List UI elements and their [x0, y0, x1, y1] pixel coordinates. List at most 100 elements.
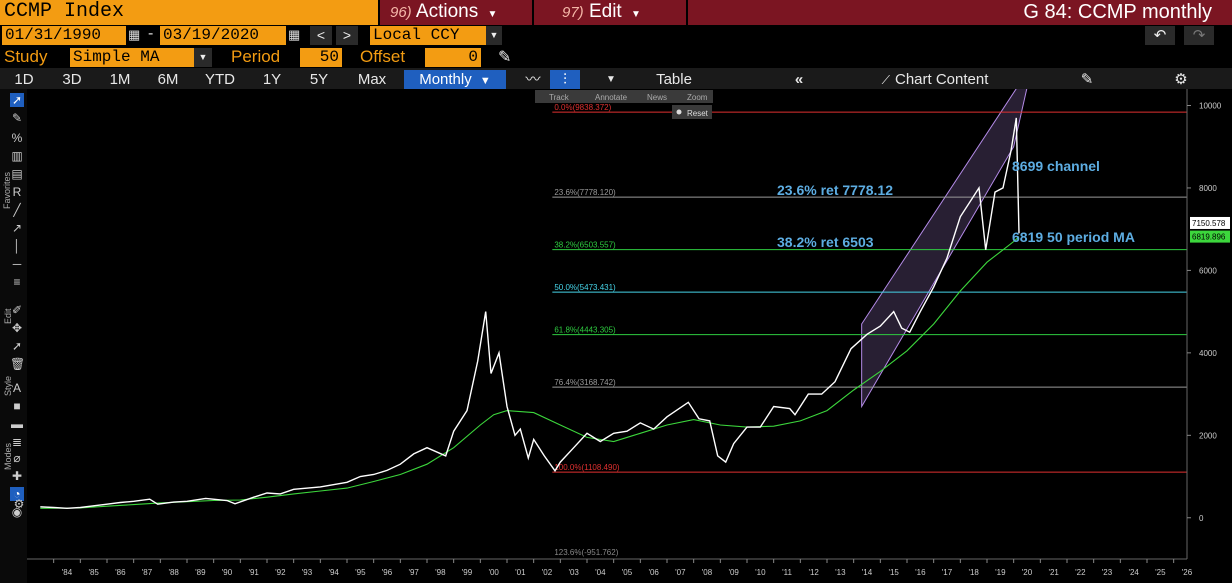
x-tick-label: '25 [1155, 568, 1166, 577]
study-select[interactable]: Simple MA [70, 48, 194, 67]
gear-icon[interactable]: ⚙ [13, 497, 25, 511]
overlay-annotate[interactable]: Annotate [595, 93, 628, 102]
value-tag-label: 7150.578 [1192, 219, 1226, 228]
range-separator: - [148, 25, 154, 42]
x-tick-label: '18 [968, 568, 979, 577]
fib-label: 123.6%(-951.762) [554, 548, 618, 557]
currency-dropdown-icon[interactable]: ▼ [486, 26, 502, 45]
ticker-text: CCMP Index [4, 0, 125, 23]
line-tool-icon[interactable]: ╱ [13, 203, 21, 217]
overlay-track[interactable]: Track [549, 93, 570, 102]
chart-content-icon: ⟋ [881, 73, 890, 87]
tab-6m[interactable]: 6M [157, 71, 179, 88]
calendar-icon[interactable]: ▦ [288, 27, 301, 42]
x-tick-label: '10 [755, 568, 766, 577]
arrow-tool-icon[interactable]: ↗ [11, 221, 23, 235]
chart-content-button[interactable]: ⟋ Chart Content [850, 70, 1020, 89]
tab-1d[interactable]: 1D [14, 71, 34, 88]
delete-icon[interactable]: 🗑 [10, 357, 26, 371]
pen-icon[interactable]: ✎ [498, 49, 512, 66]
price-series-line [40, 117, 1020, 510]
tab-3d[interactable]: 3D [62, 71, 82, 88]
favorites-label: Favorites [2, 171, 12, 209]
x-tick-label: '88 [168, 568, 179, 577]
x-tick-label: '26 [1182, 568, 1193, 577]
edit-chart-icon[interactable]: ✎ [1080, 71, 1094, 88]
study-value: Simple MA [73, 48, 160, 66]
overlay-zoom[interactable]: Zoom [687, 93, 708, 102]
y-tick-label: 10000 [1199, 101, 1222, 110]
x-tick-label: '16 [915, 568, 926, 577]
fib-retracement: 0.0%(9838.372) 23.6%(7778.120) 38.2%(6503.… [552, 103, 1187, 557]
trend-icon[interactable]: ▤ [11, 167, 23, 181]
actions-number: 96) [390, 4, 412, 21]
actions-menu[interactable]: 96) Actions ▼ [380, 0, 532, 25]
retracement-icon[interactable]: R [12, 185, 22, 199]
x-tick-label: '94 [328, 568, 339, 577]
bar-chart-icon[interactable]: ⫶ [550, 70, 580, 89]
cursor-icon[interactable]: ➚ [10, 93, 24, 107]
tab-1m[interactable]: 1M [109, 71, 131, 88]
fib-label: 100.0%(1108.490) [554, 463, 620, 472]
tab-max[interactable]: Max [357, 71, 387, 88]
x-tick-label: '87 [142, 568, 153, 577]
select-icon[interactable]: ➚ [11, 339, 23, 353]
x-tick-label: '11 [782, 568, 792, 577]
frequency-select[interactable]: Monthly ▼ [404, 70, 506, 89]
study-dropdown-icon[interactable]: ▼ [194, 48, 212, 67]
edit-menu[interactable]: 97) Edit ▼ [534, 0, 686, 25]
chart-type-dropdown-icon[interactable]: ▼ [606, 74, 616, 85]
tab-ytd[interactable]: YTD [205, 71, 235, 88]
edit-label: Edit [588, 1, 622, 22]
tab-1y[interactable]: 1Y [262, 71, 282, 88]
crosshair-icon[interactable]: ✚ [11, 469, 23, 483]
color-fill-icon[interactable]: ■ [13, 399, 21, 413]
overlay-reset[interactable]: Reset [687, 109, 709, 118]
offset-field[interactable]: 0 [425, 48, 481, 67]
redo-button[interactable]: ↷ [1184, 26, 1214, 45]
tab-5y[interactable]: 5Y [309, 71, 329, 88]
style-section-label: Style [3, 375, 13, 396]
calendar-icon[interactable]: ▦ [128, 27, 141, 42]
fibonacci-icon[interactable]: % [11, 131, 23, 145]
x-tick-label: '95 [355, 568, 366, 577]
channel-band[interactable] [861, 89, 1033, 409]
x-tick-label: '89 [195, 568, 206, 577]
undo-button[interactable]: ↶ [1145, 26, 1175, 45]
style-line-icon[interactable]: ▬ [11, 417, 23, 431]
ruler-icon[interactable]: ✐ [11, 303, 23, 317]
ticker-field[interactable]: CCMP Index [0, 0, 378, 25]
mode-icon[interactable]: ◔ [10, 487, 24, 501]
overlay-news[interactable]: News [647, 93, 667, 102]
x-tick-label: '04 [595, 568, 606, 577]
price-line [40, 117, 1020, 510]
currency-select[interactable]: Local CCY [370, 26, 486, 45]
next-period-button[interactable]: > [336, 26, 358, 45]
x-tick-label: '90 [222, 568, 233, 577]
move-icon[interactable]: ✥ [11, 321, 23, 335]
stack-icon[interactable]: ≡ [13, 275, 21, 289]
period-field[interactable]: 50 [300, 48, 342, 67]
text-icon[interactable]: A [12, 381, 21, 395]
start-date-field[interactable]: 01/31/1990 [2, 26, 126, 45]
x-tick-label: '17 [942, 568, 953, 577]
fib-label: 50.0%(5473.431) [554, 283, 616, 292]
channel-icon[interactable]: ▥ [11, 149, 23, 163]
eraser-icon[interactable]: ⌀ [13, 451, 21, 465]
gear-icon[interactable]: ⚙ [1174, 71, 1188, 88]
line-chart-icon[interactable]: 〰 [525, 71, 541, 88]
price-chart[interactable]: 0.0%(9838.372) 23.6%(7778.120) 38.2%(6503.… [27, 89, 1232, 583]
table-button[interactable]: Table [656, 71, 692, 88]
horizontal-line-icon[interactable]: ─ [12, 257, 22, 271]
mode-color-icon[interactable]: ◉ [11, 505, 23, 519]
vertical-line-icon[interactable]: │ [13, 239, 21, 253]
pencil-icon[interactable]: ✎ [11, 111, 23, 125]
prev-period-button[interactable]: < [310, 26, 332, 45]
frequency-value: Monthly [419, 71, 472, 88]
x-tick-label: '91 [248, 568, 259, 577]
style-width-icon[interactable]: ≣ [11, 435, 23, 449]
collapse-icon[interactable]: « [794, 71, 804, 88]
x-tick-label: '01 [515, 568, 526, 577]
end-date-field[interactable]: 03/19/2020 [160, 26, 286, 45]
fib-label: 38.2%(6503.557) [554, 241, 616, 250]
